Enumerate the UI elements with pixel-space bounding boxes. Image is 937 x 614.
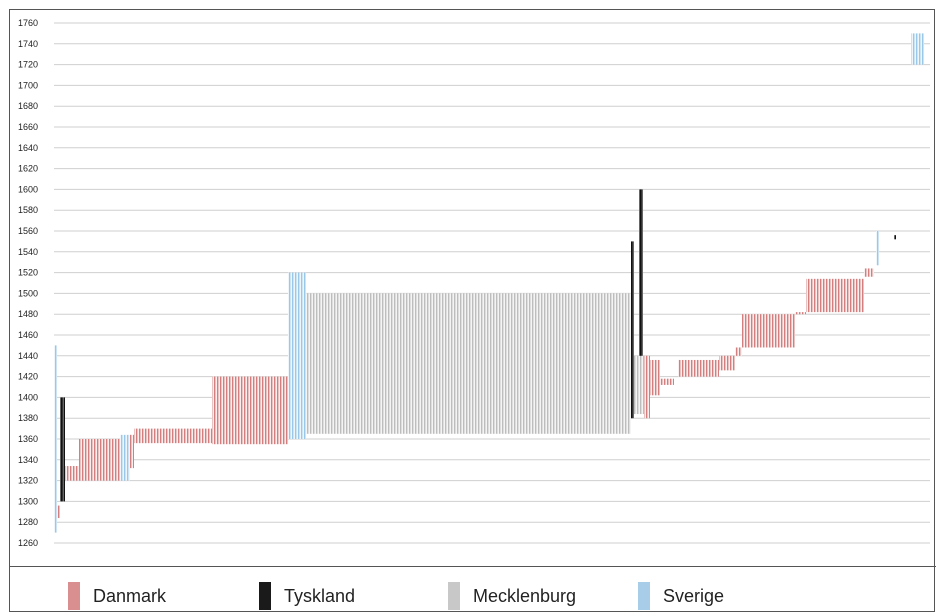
- y-tick-label: 1560: [18, 226, 38, 236]
- legend-swatch-sverige: [638, 582, 650, 610]
- y-tick-label: 1460: [18, 330, 38, 340]
- y-axis-ticks: 1260 1280 1300 1320 1340 1360 1380 1400 1420 1440…: [18, 18, 38, 548]
- legend: Danmark Tyskland Mecklenburg Sverige: [10, 566, 936, 613]
- bar-mecklenburg-0: [306, 293, 631, 434]
- bar-danmark-13: [795, 312, 806, 315]
- bar-danmark-0: [56, 505, 60, 519]
- bar-danmark-4: [134, 428, 212, 444]
- y-tick-label: 1320: [18, 476, 38, 486]
- bar-danmark-11: [735, 347, 742, 356]
- bar-danmark-9: [678, 359, 719, 377]
- legend-item-sverige: Sverige: [638, 582, 724, 610]
- bar-tyskland-3: [894, 235, 896, 240]
- bar-danmark-10: [719, 355, 735, 371]
- bar-danmark-2: [79, 439, 122, 481]
- legend-swatch-mecklenburg: [448, 582, 460, 610]
- legend-swatch-danmark: [68, 582, 80, 610]
- plot-area: [54, 33, 924, 533]
- y-tick-label: 1720: [18, 60, 38, 70]
- y-tick-label: 1420: [18, 372, 38, 382]
- gridlines: [54, 22, 930, 544]
- y-tick-label: 1380: [18, 413, 38, 423]
- bar-danmark-1: [63, 466, 79, 481]
- bar-danmark-6: [644, 355, 650, 419]
- bar-danmark-14: [806, 278, 864, 313]
- bar-mecklenburg-1: [634, 355, 644, 415]
- y-tick-label: 1540: [18, 247, 38, 257]
- y-tick-label: 1700: [18, 80, 38, 90]
- bar-sverige-3: [876, 231, 879, 266]
- bar-danmark-12: [742, 314, 795, 348]
- y-tick-label: 1260: [18, 538, 38, 548]
- y-tick-label: 1440: [18, 351, 38, 361]
- y-tick-label: 1340: [18, 455, 38, 465]
- chart-frame: 1260 1280 1300 1320 1340 1360 1380 1400 1420 1440…: [9, 9, 936, 613]
- y-tick-label: 1280: [18, 517, 38, 527]
- legend-item-danmark: Danmark: [68, 582, 166, 610]
- legend-label-sverige: Sverige: [663, 585, 725, 606]
- y-tick-label: 1300: [18, 496, 38, 506]
- legend-item-mecklenburg: Mecklenburg: [448, 582, 576, 610]
- y-tick-label: 1740: [18, 39, 38, 49]
- y-tick-label: 1680: [18, 101, 38, 111]
- y-tick-label: 1660: [18, 122, 38, 132]
- chart-plot: 1260 1280 1300 1320 1340 1360 1380 1400 1420 1440…: [18, 18, 930, 548]
- bar-sverige-4: [911, 33, 924, 65]
- legend-label-danmark: Danmark: [93, 585, 167, 606]
- y-tick-label: 1480: [18, 309, 38, 319]
- y-tick-label: 1500: [18, 288, 38, 298]
- y-tick-label: 1580: [18, 205, 38, 215]
- bar-sverige-0: [54, 345, 57, 533]
- bar-danmark-15: [864, 268, 874, 277]
- bar-sverige-2: [288, 272, 306, 439]
- y-tick-label: 1640: [18, 143, 38, 153]
- bar-danmark-3: [130, 434, 134, 469]
- legend-swatch-tyskland: [259, 582, 271, 610]
- legend-label-tyskland: Tyskland: [284, 585, 356, 606]
- y-tick-label: 1760: [18, 18, 38, 28]
- y-tick-label: 1600: [18, 184, 38, 194]
- bar-tyskland-0: [60, 397, 65, 502]
- y-tick-label: 1620: [18, 164, 38, 174]
- y-tick-label: 1400: [18, 392, 38, 402]
- bar-danmark-8: [660, 378, 674, 385]
- y-tick-label: 1520: [18, 268, 38, 278]
- bar-tyskland-2: [639, 189, 643, 408]
- bar-danmark-5: [212, 376, 288, 445]
- bar-tyskland-1: [631, 241, 634, 419]
- y-tick-label: 1360: [18, 434, 38, 444]
- legend-item-tyskland: Tyskland: [259, 582, 355, 610]
- bar-sverige-1: [120, 434, 130, 481]
- legend-label-mecklenburg: Mecklenburg: [473, 585, 577, 606]
- bar-danmark-7: [650, 359, 660, 396]
